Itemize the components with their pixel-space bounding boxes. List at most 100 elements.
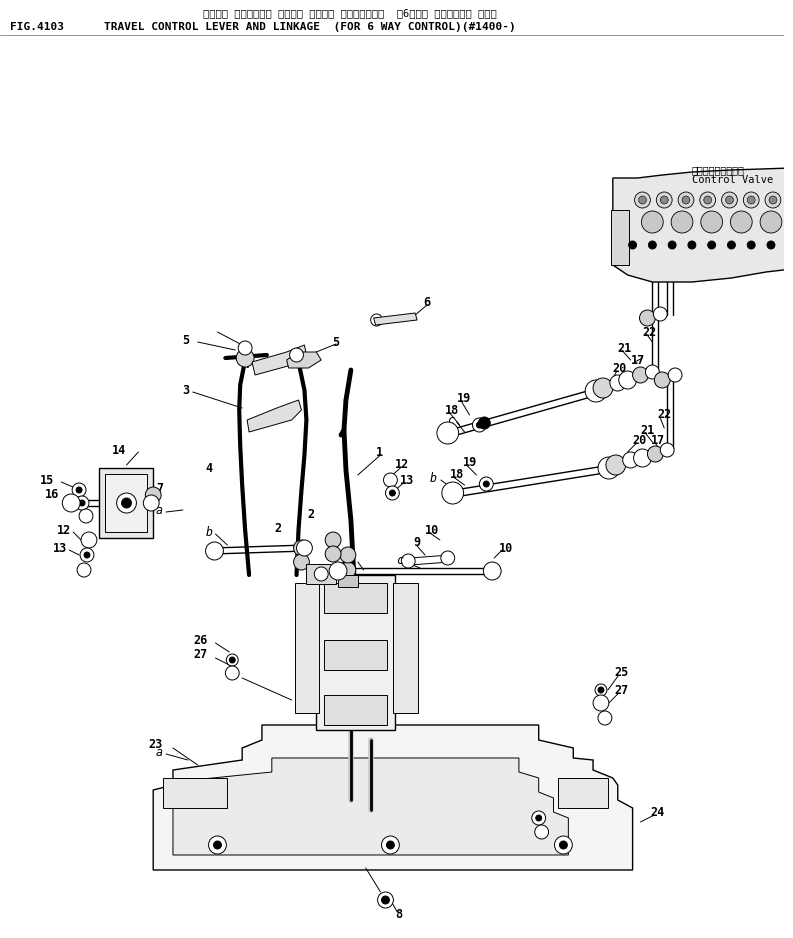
Circle shape xyxy=(585,380,607,402)
Text: 3: 3 xyxy=(182,384,190,397)
Text: 20: 20 xyxy=(613,361,627,374)
Text: 27: 27 xyxy=(615,684,629,697)
Circle shape xyxy=(642,211,663,233)
Circle shape xyxy=(699,192,715,208)
Circle shape xyxy=(668,368,682,382)
Text: 18: 18 xyxy=(445,403,459,416)
Circle shape xyxy=(329,562,347,580)
Circle shape xyxy=(638,196,646,204)
Circle shape xyxy=(668,241,676,249)
Text: b: b xyxy=(430,472,437,485)
Bar xyxy=(105,474,147,532)
Polygon shape xyxy=(613,168,793,282)
Circle shape xyxy=(646,365,659,379)
Polygon shape xyxy=(374,313,417,325)
Text: 21: 21 xyxy=(618,341,632,355)
Circle shape xyxy=(377,892,393,908)
Circle shape xyxy=(370,314,382,326)
Text: 8: 8 xyxy=(396,909,403,921)
Polygon shape xyxy=(173,758,569,855)
Text: 22: 22 xyxy=(642,325,657,339)
Circle shape xyxy=(480,477,493,491)
Circle shape xyxy=(289,348,304,362)
Circle shape xyxy=(437,422,458,444)
Text: 5: 5 xyxy=(332,336,339,349)
Text: 11: 11 xyxy=(339,553,354,567)
Circle shape xyxy=(384,473,397,487)
Text: c: c xyxy=(447,414,454,427)
Text: TRAVEL CONTROL LEVER AND LINKAGE  (FOR 6 WAY CONTROL)(#1400-): TRAVEL CONTROL LEVER AND LINKAGE (FOR 6 … xyxy=(104,22,515,32)
Text: 21: 21 xyxy=(641,423,655,436)
Circle shape xyxy=(722,192,737,208)
Text: 23: 23 xyxy=(149,738,163,751)
Circle shape xyxy=(682,196,690,204)
Circle shape xyxy=(623,452,638,468)
Polygon shape xyxy=(153,725,633,870)
Text: 2: 2 xyxy=(307,508,314,522)
Circle shape xyxy=(81,532,97,548)
Circle shape xyxy=(598,457,620,479)
Circle shape xyxy=(661,443,674,457)
Circle shape xyxy=(72,483,86,497)
Text: 14: 14 xyxy=(113,444,127,457)
Circle shape xyxy=(707,241,715,249)
Circle shape xyxy=(791,196,793,204)
Circle shape xyxy=(593,378,613,398)
Circle shape xyxy=(657,192,672,208)
Circle shape xyxy=(80,548,94,562)
Circle shape xyxy=(606,455,626,475)
Circle shape xyxy=(293,554,309,570)
Circle shape xyxy=(765,192,781,208)
Circle shape xyxy=(654,372,670,388)
Text: 20: 20 xyxy=(633,433,647,446)
Bar xyxy=(294,583,320,713)
Circle shape xyxy=(629,241,637,249)
Circle shape xyxy=(559,841,567,849)
Circle shape xyxy=(117,493,136,513)
Circle shape xyxy=(760,211,782,233)
Circle shape xyxy=(484,481,489,487)
Text: 17: 17 xyxy=(650,433,665,446)
Circle shape xyxy=(554,836,573,854)
Circle shape xyxy=(678,192,694,208)
Circle shape xyxy=(225,666,239,680)
Circle shape xyxy=(639,310,655,326)
Circle shape xyxy=(389,490,396,496)
Circle shape xyxy=(205,542,224,560)
Circle shape xyxy=(84,552,90,558)
Text: 13: 13 xyxy=(400,474,415,487)
Circle shape xyxy=(145,487,161,503)
Text: 10: 10 xyxy=(499,541,513,554)
Circle shape xyxy=(381,896,389,904)
Circle shape xyxy=(209,836,226,854)
Circle shape xyxy=(79,500,85,506)
Text: 4: 4 xyxy=(205,461,213,475)
Circle shape xyxy=(633,367,649,383)
Text: FIG.4103: FIG.4103 xyxy=(10,22,64,32)
Circle shape xyxy=(79,509,93,523)
Circle shape xyxy=(688,241,695,249)
Circle shape xyxy=(381,836,400,854)
Circle shape xyxy=(619,371,637,389)
Text: ソウコウ コントロール レバーー オヨビー リンケージーー  （6ウェイ コントロール ヨウ）: ソウコウ コントロール レバーー オヨビー リンケージーー （6ウェイ コントロ… xyxy=(203,8,496,18)
Circle shape xyxy=(634,449,651,467)
Circle shape xyxy=(647,446,663,462)
Circle shape xyxy=(314,567,328,581)
Circle shape xyxy=(236,349,254,367)
Circle shape xyxy=(76,487,82,493)
Text: 2: 2 xyxy=(274,522,282,535)
Circle shape xyxy=(593,695,609,711)
Circle shape xyxy=(536,815,542,821)
Circle shape xyxy=(598,687,604,693)
Text: 15: 15 xyxy=(40,474,55,487)
Circle shape xyxy=(634,192,650,208)
Circle shape xyxy=(653,307,667,321)
Polygon shape xyxy=(252,345,306,375)
Circle shape xyxy=(743,192,759,208)
Circle shape xyxy=(213,841,221,849)
Bar xyxy=(558,778,608,808)
Bar xyxy=(99,468,153,538)
Circle shape xyxy=(534,825,549,839)
Circle shape xyxy=(441,551,454,565)
Text: 12: 12 xyxy=(57,523,71,537)
